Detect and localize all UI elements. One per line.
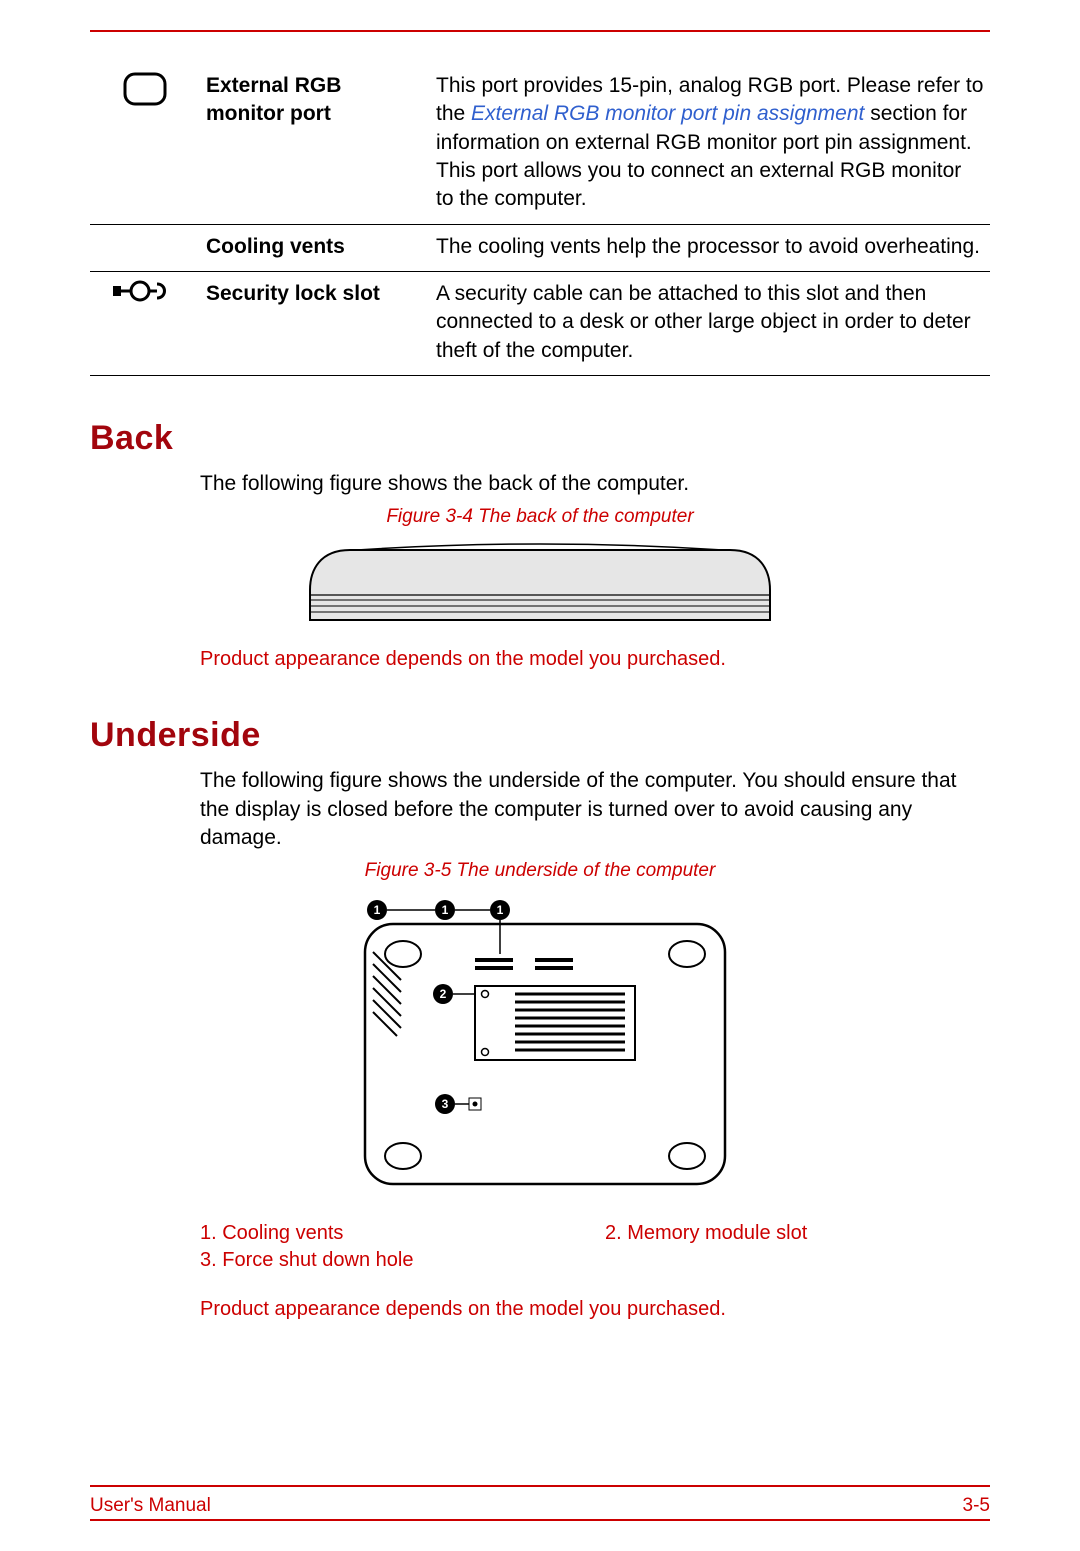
footer-left: User's Manual bbox=[90, 1493, 211, 1519]
spec-desc: The cooling vents help the processor to … bbox=[430, 224, 990, 271]
legend-item: 1. Cooling vents bbox=[200, 1220, 585, 1247]
figure-back bbox=[90, 540, 990, 638]
figure-caption-back: Figure 3-4 The back of the computer bbox=[90, 504, 990, 530]
back-intro: The following figure shows the back of t… bbox=[200, 470, 990, 498]
page-footer: User's Manual 3-5 bbox=[90, 1485, 990, 1521]
figure-note-back: Product appearance depends on the model … bbox=[200, 646, 990, 673]
monitor-port-icon bbox=[123, 88, 167, 111]
svg-text:1: 1 bbox=[374, 903, 381, 917]
figure-caption-underside: Figure 3-5 The underside of the computer bbox=[90, 858, 990, 884]
spec-name: Cooling vents bbox=[200, 224, 430, 271]
spec-name: Security lock slot bbox=[200, 272, 430, 376]
footer-right: 3-5 bbox=[963, 1493, 990, 1519]
figure-note-underside: Product appearance depends on the model … bbox=[200, 1296, 990, 1323]
spec-desc: This port provides 15-pin, analog RGB po… bbox=[430, 64, 990, 224]
svg-text:1: 1 bbox=[442, 903, 449, 917]
heading-back: Back bbox=[90, 416, 990, 462]
underside-intro: The following figure shows the underside… bbox=[200, 767, 990, 852]
link-external-rgb-pin[interactable]: External RGB monitor port pin assignment bbox=[471, 102, 864, 125]
table-row: Cooling vents The cooling vents help the… bbox=[90, 224, 990, 271]
svg-text:1: 1 bbox=[497, 903, 504, 917]
svg-text:2: 2 bbox=[440, 987, 447, 1001]
top-rule bbox=[90, 30, 990, 32]
table-row: External RGB monitor port This port prov… bbox=[90, 64, 990, 224]
figure-underside: 1 1 1 2 3 bbox=[90, 894, 990, 1212]
spec-table: External RGB monitor port This port prov… bbox=[90, 64, 990, 376]
legend: 1. Cooling vents 2. Memory module slot 3… bbox=[200, 1220, 990, 1274]
svg-text:3: 3 bbox=[442, 1097, 449, 1111]
table-row: Security lock slot A security cable can … bbox=[90, 272, 990, 376]
legend-item: 3. Force shut down hole bbox=[200, 1247, 585, 1274]
spec-name: External RGB monitor port bbox=[200, 64, 430, 224]
legend-item: 2. Memory module slot bbox=[605, 1220, 990, 1247]
heading-underside: Underside bbox=[90, 713, 990, 759]
spec-desc: A security cable can be attached to this… bbox=[430, 272, 990, 376]
security-lock-icon bbox=[113, 284, 177, 307]
